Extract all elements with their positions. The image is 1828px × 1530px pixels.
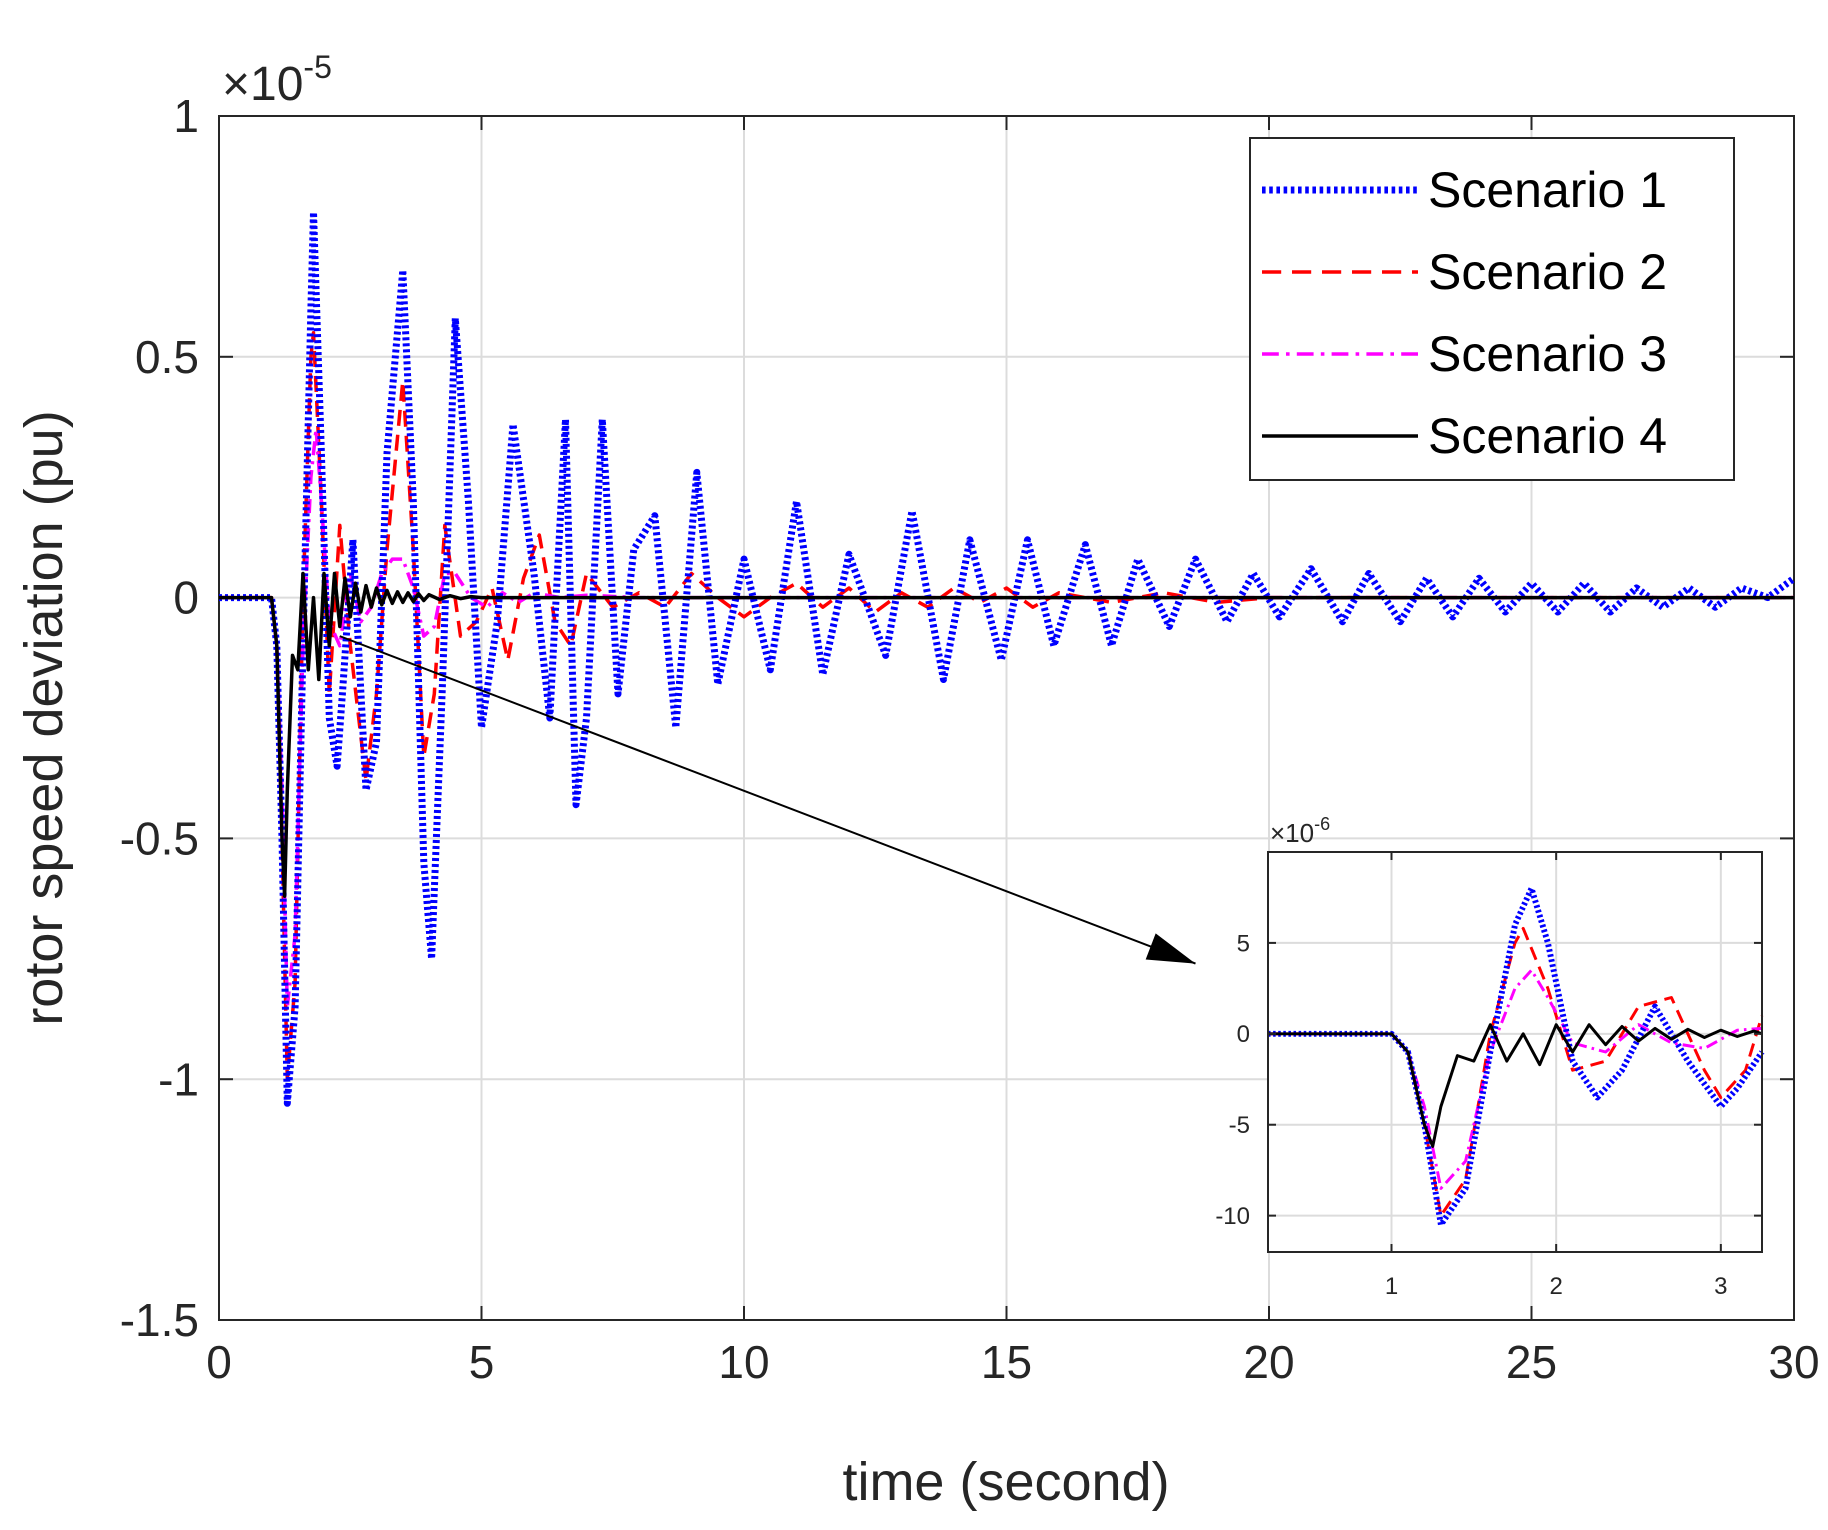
legend-label: Scenario 2 (1428, 244, 1667, 300)
y-tick-label: -1 (158, 1053, 199, 1105)
main-ticks: 0 5 10 15 20 25 30-1.5-1-0.500.51 (120, 90, 1820, 1388)
annotation-arrow (339, 635, 1196, 965)
inset-series (1268, 885, 1765, 1228)
y-exponent-power: -5 (303, 49, 331, 85)
inset-series-line-scenario-4 (1268, 1023, 1763, 1148)
inset-background (1268, 852, 1762, 1252)
x-tick-label: 30 (1768, 1336, 1819, 1388)
inset-y-tick-label: -5 (1229, 1112, 1250, 1139)
series-line-scenario-4 (219, 571, 1794, 898)
inset-series-line-scenario-2 (1268, 926, 1764, 1218)
x-tick-label: 10 (718, 1336, 769, 1388)
inset-y-tick-label: 5 (1237, 930, 1250, 957)
inset-y-exponent: ×10-6 (1270, 814, 1330, 848)
x-tick-label: 25 (1506, 1336, 1557, 1388)
inset-y-exponent-power: -6 (1314, 814, 1330, 834)
inset-y-exponent-base: ×10 (1270, 818, 1314, 848)
inset-plot-frame (1267, 851, 1763, 1253)
main-series (219, 208, 1797, 1107)
x-tick-label: 20 (1243, 1336, 1294, 1388)
legend-label: Scenario 4 (1428, 408, 1667, 464)
x-tick-label: 5 (469, 1336, 495, 1388)
inset-x-tick-label: 1 (1385, 1273, 1398, 1300)
series-line-scenario-1 (219, 208, 1797, 1107)
annotation-arrow-head (1145, 933, 1196, 964)
y-exponent-base: ×10 (222, 58, 303, 111)
y-tick-label: 0.5 (135, 331, 199, 383)
y-tick-label: -0.5 (120, 813, 199, 865)
y-axis-title: rotor speed deviation (pu) (14, 410, 74, 1025)
x-tick-label: 0 (206, 1336, 232, 1388)
inset-x-tick-label: 3 (1714, 1273, 1727, 1300)
y-tick-label: -1.5 (120, 1294, 199, 1346)
x-tick-label: 15 (981, 1336, 1032, 1388)
y-tick-label: 1 (173, 90, 199, 142)
x-axis-title: time (second) (842, 1452, 1169, 1512)
legend-label: Scenario 1 (1428, 162, 1667, 218)
inset-ticks: 1 2 3 -10 -5 0 5 (1215, 852, 1762, 1300)
y-tick-label: 0 (173, 572, 199, 624)
y-exponent: ×10-5 (222, 49, 332, 111)
inset-y-tick-label: -10 (1215, 1203, 1250, 1230)
legend-box (1249, 137, 1735, 481)
inset-y-tick-label: 0 (1237, 1021, 1250, 1048)
inset-x-tick-label: 2 (1549, 1273, 1562, 1300)
annotation-arrow-shaft (339, 635, 1196, 965)
legend-label: Scenario 3 (1428, 326, 1667, 382)
legend: Scenario 1 Scenario 2 Scenario 3 Scenario 4 (1249, 137, 1735, 481)
